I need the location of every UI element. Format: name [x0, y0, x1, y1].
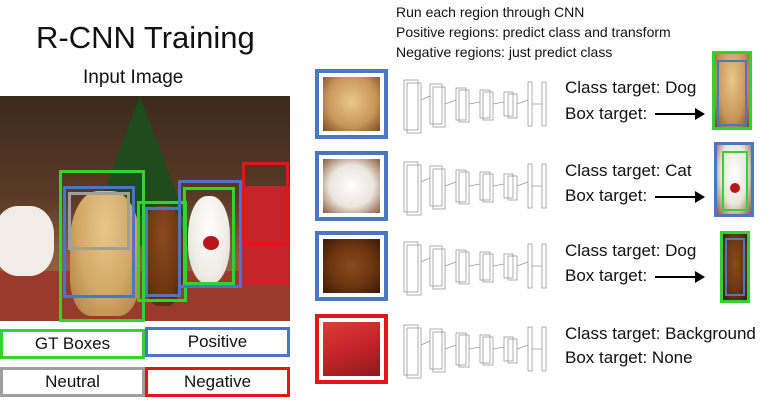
region-crop-dog-golden — [315, 69, 388, 139]
positive-box-golden-dog — [63, 186, 135, 298]
box-target-thumb-2 — [714, 142, 754, 217]
legend-negative: Negative — [145, 367, 290, 397]
pillow — [0, 206, 54, 276]
legend-gt-boxes: GT Boxes — [0, 329, 145, 359]
arrow-row-1 — [655, 108, 705, 120]
cnn-diagram-4 — [403, 324, 547, 379]
gift-box — [242, 186, 290, 286]
region-crop-cat-white — [315, 151, 388, 221]
arrow-row-2 — [655, 191, 705, 203]
instructions: Run each region through CNN Positive reg… — [396, 2, 671, 62]
box-target-thumb-1 — [712, 51, 752, 130]
cnn-diagram-2 — [403, 161, 547, 216]
class-target-row-3: Class target: Dog — [565, 241, 697, 260]
positive-box-cat — [178, 180, 242, 288]
box-target-row-1: Box target: — [565, 104, 648, 123]
neutral-box-dog-head — [68, 192, 130, 250]
box-target-row-2: Box target: — [565, 186, 648, 205]
legend-gt-label: GT Boxes — [34, 334, 111, 353]
region-crop-background-gift — [315, 314, 388, 384]
negative-box-gift — [242, 162, 289, 245]
region-crop-dog-brown — [315, 231, 388, 301]
slide-title: R-CNN Training — [36, 20, 255, 55]
class-target-row-2: Class target: Cat — [565, 161, 692, 180]
box-target-thumb-3 — [720, 231, 750, 303]
legend-positive: Positive — [145, 327, 290, 357]
legend-neutral-label: Neutral — [45, 372, 100, 391]
legend-negative-label: Negative — [183, 372, 252, 391]
cnn-diagram-3 — [403, 241, 547, 296]
box-target-row-4: Box target: None — [565, 348, 693, 367]
class-target-row-4: Class target: Background — [565, 324, 756, 343]
instruction-line-2: Positive regions: predict class and tran… — [396, 24, 671, 40]
legend-positive-label: Positive — [187, 332, 248, 351]
gt-box-cat — [183, 187, 235, 285]
cnn-diagram-1 — [403, 79, 547, 134]
instruction-line-3: Negative regions: just predict class — [396, 44, 613, 60]
legend-neutral: Neutral — [0, 367, 145, 397]
input-image-label: Input Image — [83, 67, 184, 88]
gt-box-golden-dog — [59, 170, 145, 322]
box-target-row-3: Box target: — [565, 266, 648, 285]
class-target-row-1: Class target: Dog — [565, 78, 697, 97]
brown-dog — [142, 206, 184, 306]
positive-box-brown-dog — [145, 207, 181, 297]
arrow-row-3 — [655, 271, 705, 283]
instruction-line-1: Run each region through CNN — [396, 4, 585, 20]
red-flower — [203, 236, 219, 250]
